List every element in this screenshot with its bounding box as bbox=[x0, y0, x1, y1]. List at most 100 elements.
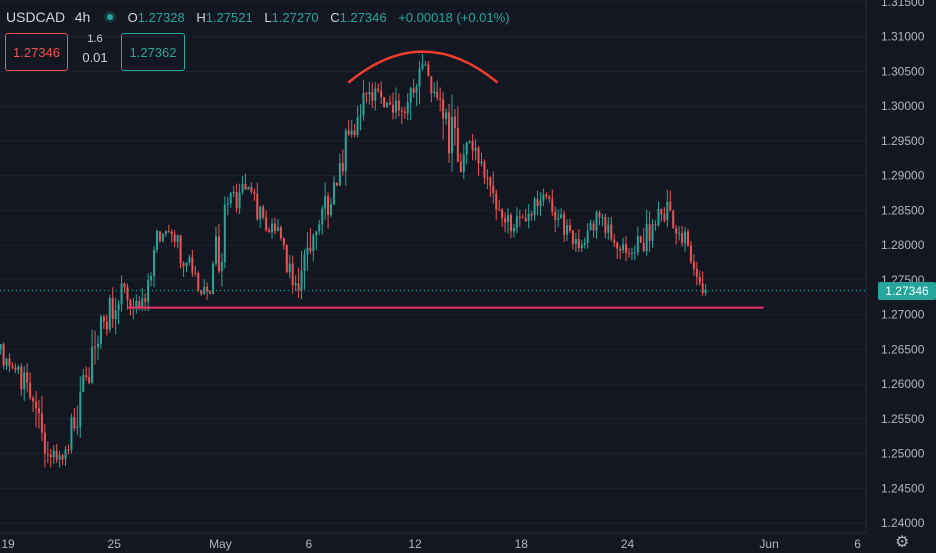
candle-body bbox=[226, 203, 229, 206]
symbol-name[interactable]: USDCAD bbox=[6, 9, 66, 25]
candle-body bbox=[271, 223, 274, 233]
gear-icon[interactable]: ⚙ bbox=[895, 534, 910, 551]
candle-body bbox=[102, 316, 105, 322]
candle-body bbox=[20, 366, 23, 390]
candle-body bbox=[586, 230, 589, 243]
candle-body bbox=[144, 298, 147, 302]
candle-body bbox=[64, 449, 67, 460]
candle-body bbox=[669, 201, 672, 211]
candle-body bbox=[430, 76, 433, 93]
candle-body bbox=[335, 182, 338, 186]
candle-body bbox=[5, 358, 8, 366]
candle-body bbox=[182, 263, 185, 267]
candle-body bbox=[571, 230, 574, 244]
candle-body bbox=[439, 97, 442, 100]
x-tick-label: 18 bbox=[515, 537, 529, 551]
candle-body bbox=[698, 276, 701, 284]
candle-body bbox=[344, 130, 347, 172]
candle-body bbox=[76, 427, 79, 429]
candle-body bbox=[666, 201, 669, 221]
candle-body bbox=[14, 367, 17, 371]
candle-body bbox=[126, 287, 129, 301]
candle-body bbox=[377, 88, 380, 91]
candle-body bbox=[483, 161, 486, 178]
candle-body bbox=[73, 417, 76, 428]
candle-body bbox=[353, 130, 356, 135]
candle-body bbox=[35, 401, 38, 409]
candle-body bbox=[268, 230, 271, 233]
candle-body bbox=[32, 397, 35, 402]
candle-body bbox=[630, 252, 633, 254]
candle-body bbox=[412, 88, 415, 93]
candle-body bbox=[37, 408, 40, 414]
y-tick-label: 1.27000 bbox=[881, 308, 925, 322]
x-tick-label: 25 bbox=[108, 537, 122, 551]
market-status-icon bbox=[103, 11, 116, 23]
candle-body bbox=[551, 199, 554, 212]
candle-body bbox=[442, 99, 445, 119]
candle-body bbox=[52, 450, 55, 458]
candle-body bbox=[259, 206, 262, 220]
candle-body bbox=[8, 358, 11, 366]
candle-body bbox=[524, 218, 527, 222]
candle-body bbox=[185, 262, 188, 267]
candle-body bbox=[141, 298, 144, 308]
candle-body bbox=[633, 252, 636, 254]
candle-body bbox=[536, 199, 539, 207]
lot-size[interactable]: 0.01 bbox=[82, 50, 108, 65]
candle-body bbox=[681, 233, 684, 243]
candle-body bbox=[610, 224, 613, 240]
candle-body bbox=[636, 236, 639, 253]
candle-body bbox=[108, 298, 111, 330]
y-tick-label: 1.26500 bbox=[881, 342, 925, 356]
candle-body bbox=[365, 93, 368, 95]
x-tick-label: 12 bbox=[408, 537, 422, 551]
legend-header: USDCAD 4h O1.27328 H1.27521 L1.27270 C1.… bbox=[6, 9, 518, 25]
interval-label[interactable]: 4h bbox=[74, 9, 91, 25]
candle-body bbox=[613, 239, 616, 243]
candle-body bbox=[318, 224, 321, 232]
y-tick-label: 1.26000 bbox=[881, 377, 925, 391]
candle-body bbox=[489, 177, 492, 186]
candle-body bbox=[663, 214, 666, 221]
candle-body bbox=[111, 298, 114, 320]
open-value: 1.27328 bbox=[137, 10, 185, 25]
candle-body bbox=[265, 217, 268, 231]
candle-body bbox=[279, 227, 282, 239]
candle-body bbox=[241, 184, 244, 193]
candle-body bbox=[619, 248, 622, 251]
candle-body bbox=[583, 242, 586, 246]
candle-body bbox=[518, 216, 521, 218]
candle-body bbox=[474, 147, 477, 151]
x-tick-label: Jun bbox=[759, 537, 778, 551]
candle-body bbox=[648, 223, 651, 241]
candle-body bbox=[294, 283, 297, 286]
candle-body bbox=[200, 290, 203, 295]
candle-body bbox=[238, 192, 241, 209]
candle-body bbox=[0, 343, 2, 350]
candle-body bbox=[383, 97, 386, 108]
candle-body bbox=[445, 112, 448, 119]
candle-body bbox=[468, 141, 471, 143]
candle-body bbox=[297, 283, 300, 291]
candle-body bbox=[288, 263, 291, 272]
sell-button[interactable]: 1.27346 bbox=[5, 33, 68, 71]
candle-body bbox=[206, 286, 209, 292]
candle-body bbox=[471, 141, 474, 151]
candle-body bbox=[96, 343, 99, 348]
candle-body bbox=[129, 300, 132, 309]
candle-body bbox=[179, 235, 182, 264]
candle-body bbox=[338, 162, 341, 186]
buy-button[interactable]: 1.27362 bbox=[121, 33, 185, 71]
candle-body bbox=[91, 346, 94, 383]
candle-body bbox=[622, 244, 625, 251]
candle-body bbox=[327, 196, 330, 216]
y-tick-label: 1.24500 bbox=[881, 481, 925, 495]
candle-body bbox=[2, 343, 5, 366]
change-value: +0.00018 (+0.01%) bbox=[398, 10, 510, 25]
candle-body bbox=[645, 223, 648, 251]
candle-body bbox=[167, 231, 170, 233]
candle-body bbox=[40, 413, 43, 433]
candle-body bbox=[49, 454, 52, 458]
